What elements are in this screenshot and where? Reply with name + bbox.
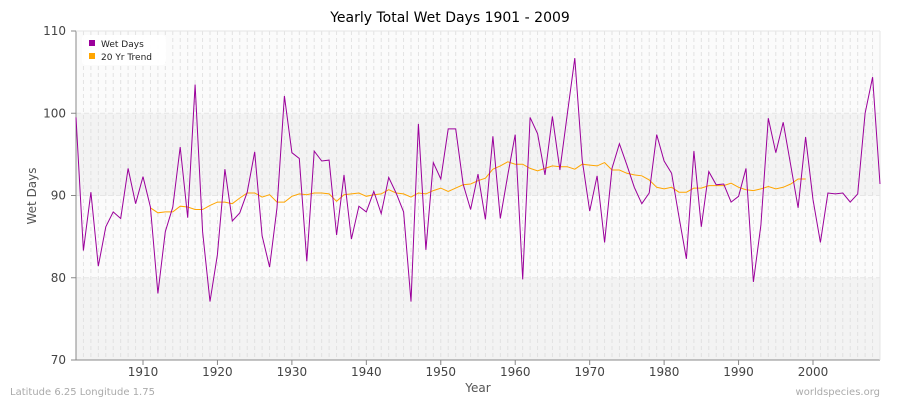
y-axis-label: Wet Days [25, 167, 39, 224]
legend-label-wet-days: Wet Days [101, 40, 144, 50]
legend-label-trend: 20 Yr Trend [101, 53, 152, 63]
x-tick-label: 1930 [277, 365, 308, 379]
x-tick-label: 1970 [574, 365, 605, 379]
x-tick-label: 2000 [798, 365, 829, 379]
y-tick-label: 80 [51, 271, 66, 285]
x-tick-label: 1910 [128, 365, 159, 379]
y-tick-label: 70 [51, 353, 66, 367]
x-tick-label: 1940 [351, 365, 382, 379]
x-tick-label: 1920 [202, 365, 233, 379]
y-tick-label: 110 [43, 24, 66, 38]
x-tick-label: 1960 [500, 365, 531, 379]
x-tick-label: 1990 [723, 365, 754, 379]
footer-location: Latitude 6.25 Longitude 1.75 [10, 387, 155, 398]
chart-title: Yearly Total Wet Days 1901 - 2009 [329, 10, 570, 26]
x-tick-label: 1950 [426, 365, 457, 379]
y-tick-label: 90 [51, 189, 66, 203]
legend-swatch-trend [89, 53, 95, 59]
x-tick-label: 1980 [649, 365, 680, 379]
x-axis-label: Year [464, 381, 490, 395]
legend-swatch-wet-days [89, 40, 95, 46]
footer-source: worldspecies.org [796, 387, 880, 398]
y-tick-label: 100 [43, 106, 66, 120]
legend: Wet Days 20 Yr Trend [82, 35, 166, 65]
